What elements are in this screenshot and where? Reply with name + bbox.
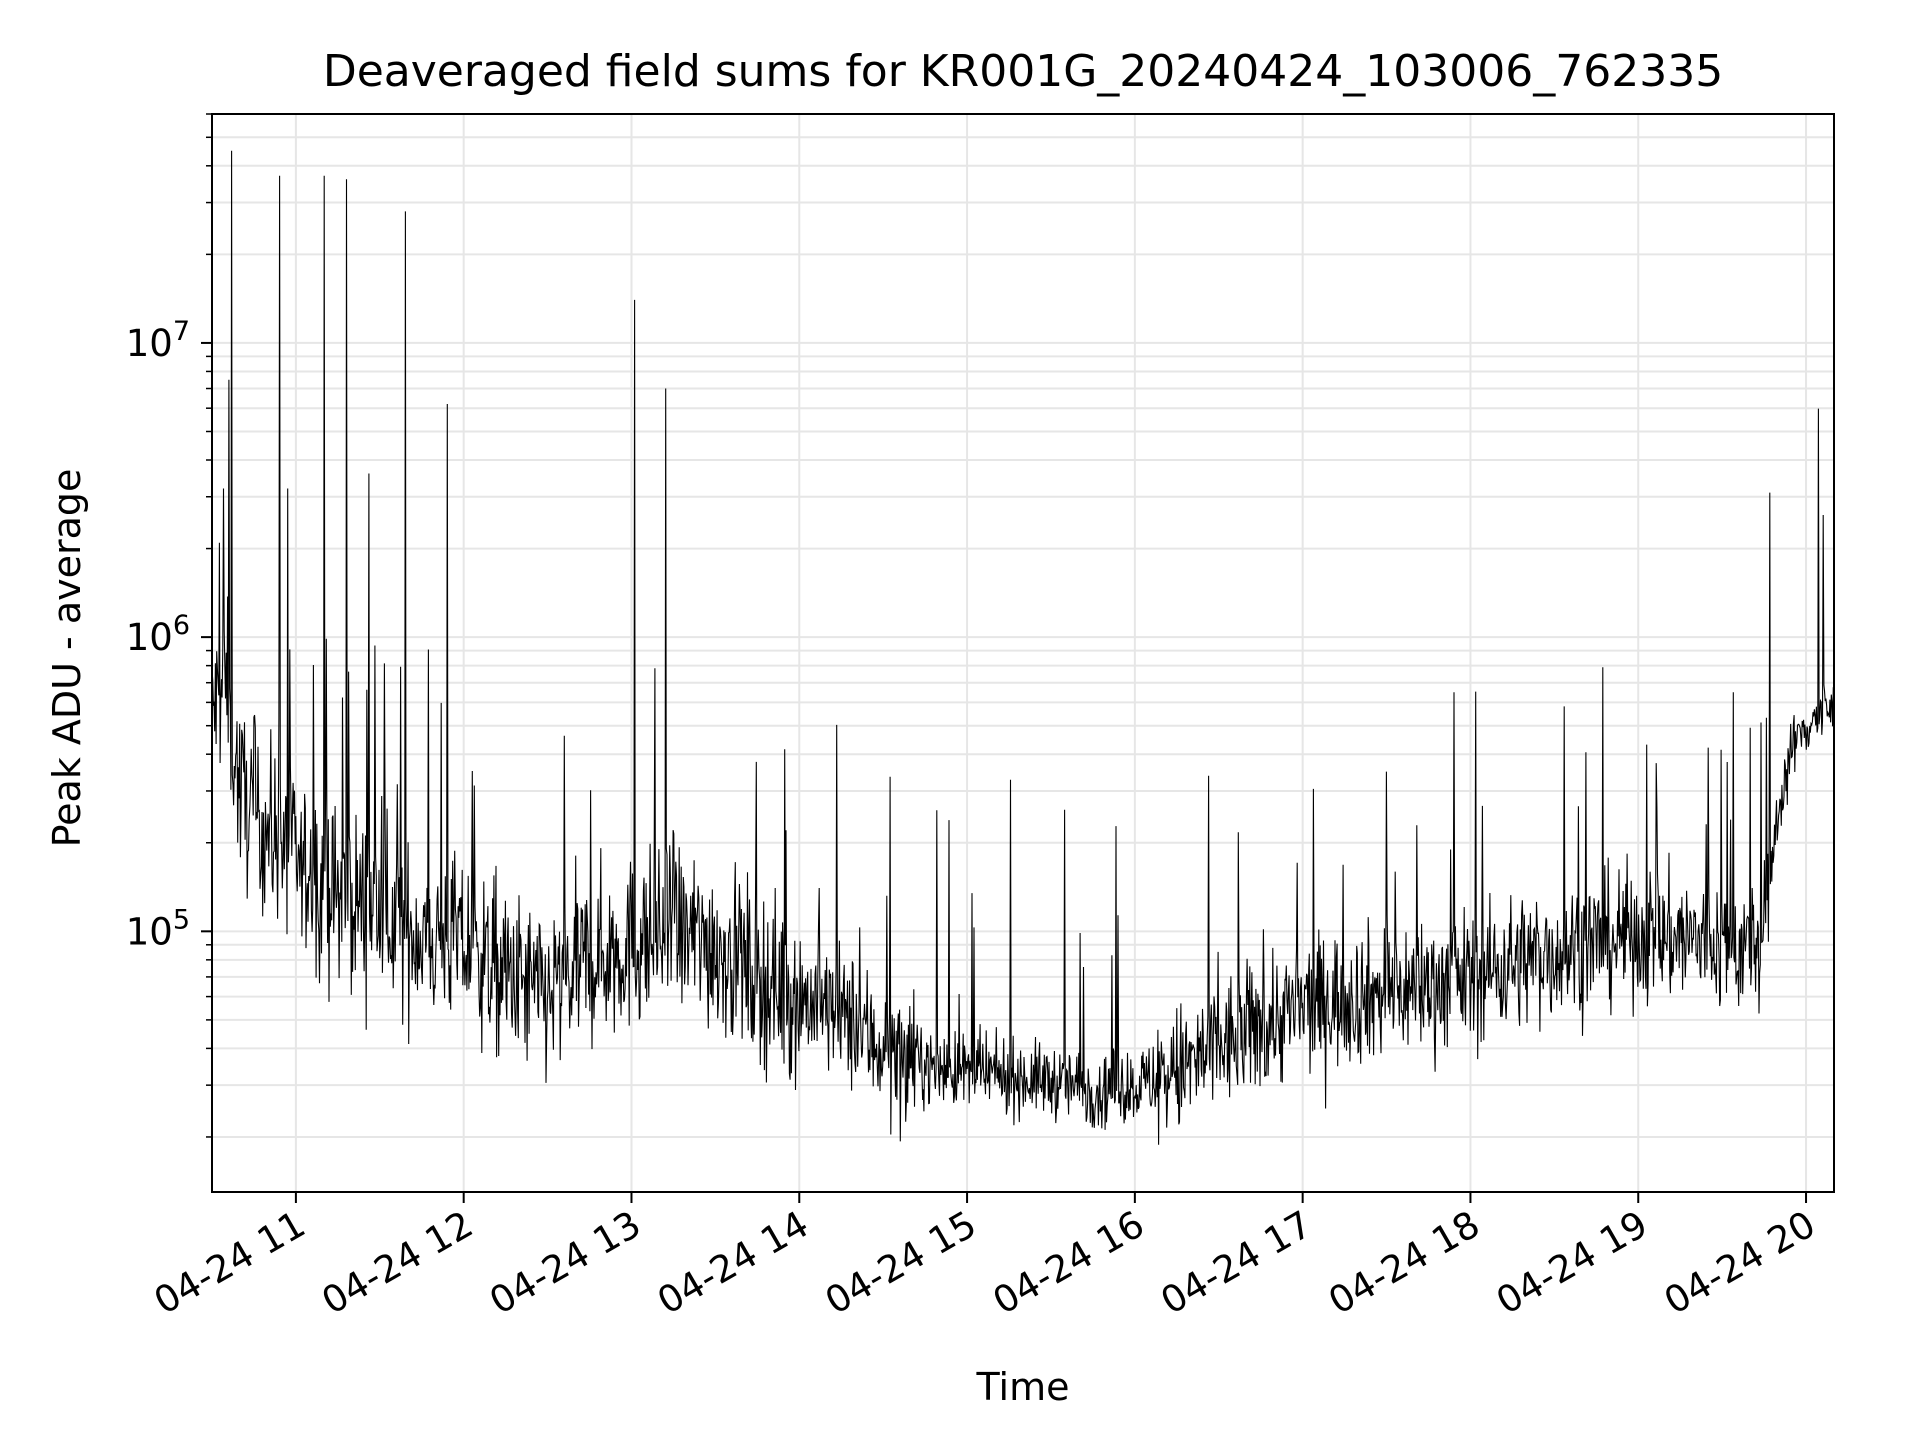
y-tick-label: 106 xyxy=(126,610,190,659)
series-line xyxy=(212,150,1834,1145)
y-tick-exponent: 5 xyxy=(173,904,190,935)
y-tick-base: 10 xyxy=(126,616,173,659)
plot-frame xyxy=(211,113,1835,1193)
y-tick-base: 10 xyxy=(126,322,173,365)
x-axis-label: Time xyxy=(976,1365,1070,1409)
chart-title: Deaveraged field sums for KR001G_2024042… xyxy=(323,46,1723,97)
y-tick-exponent: 6 xyxy=(173,610,190,641)
y-tick-base: 10 xyxy=(126,910,173,953)
line-layer xyxy=(212,150,1834,1145)
y-tick-exponent: 7 xyxy=(173,316,190,347)
y-tick-label: 107 xyxy=(126,316,190,365)
y-tick-label: 105 xyxy=(126,904,190,953)
y-axis-label: Peak ADU - average xyxy=(45,469,89,848)
